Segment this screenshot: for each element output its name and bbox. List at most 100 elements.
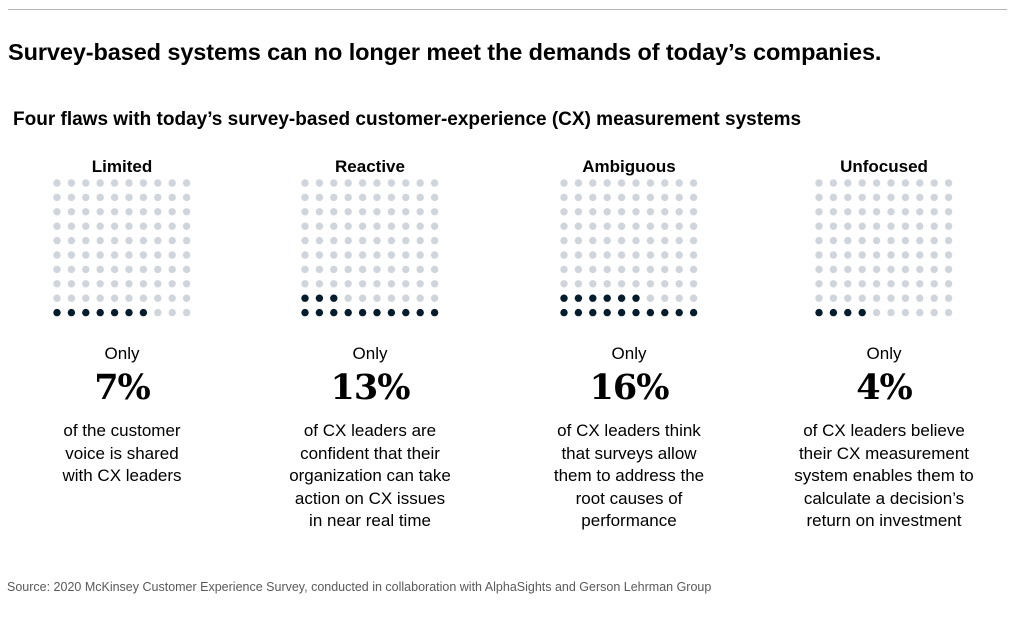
empty-dot [344,251,352,259]
empty-dot [858,280,866,288]
filled-dot [373,308,381,317]
empty-dot [887,265,895,274]
empty-dot [661,251,669,259]
empty-dot [901,236,910,245]
empty-dot [689,280,698,288]
empty-dot [930,280,938,288]
empty-dot [661,280,669,288]
filled-dot [574,308,583,317]
filled-dot [574,294,583,302]
empty-dot [373,265,381,274]
description-line: of CX leaders believe [803,421,965,440]
empty-dot [829,251,838,259]
only-label: Only [866,344,902,363]
empty-dot [815,179,823,187]
empty-dot [560,193,568,202]
empty-dot [67,208,76,216]
empty-dot [315,280,324,288]
empty-dot [416,193,424,202]
empty-dot [617,193,626,202]
empty-dot [402,265,410,274]
empty-dot [675,222,683,230]
empty-dot [154,193,162,202]
only-label: Only [104,344,140,363]
empty-dot [67,294,76,302]
empty-dot [815,251,823,259]
empty-dot [110,208,119,216]
filled-dot [387,308,396,317]
filled-dot [53,308,61,317]
filled-dot [330,308,338,317]
filled-dot [675,308,683,317]
empty-dot [901,294,910,302]
empty-dot [574,222,583,230]
empty-dot [344,236,352,245]
filled-dot [589,308,597,317]
empty-dot [675,208,683,216]
empty-dot [589,280,597,288]
panel-description: of CX leaders are confident that their o… [265,420,475,533]
empty-dot [632,251,640,259]
source-note: Source: 2020 McKinsey Customer Experienc… [7,580,712,594]
empty-dot [887,179,895,187]
description-line: that surveys allow [561,443,697,463]
empty-dot [646,236,655,245]
empty-dot [574,280,583,288]
empty-dot [589,179,597,187]
panel-limited: Limited Only 7% of the customer voice is… [17,156,227,485]
empty-dot [930,265,938,274]
empty-dot [603,193,611,202]
empty-dot [916,236,924,245]
empty-dot [416,236,424,245]
empty-dot [154,236,162,245]
empty-dot [829,280,838,288]
empty-dot [887,208,895,216]
empty-dot [402,294,410,302]
empty-dot [53,222,61,230]
empty-dot [416,179,424,187]
empty-dot [387,222,396,230]
empty-dot [154,251,162,259]
empty-dot [344,294,352,302]
filled-dot [301,308,309,317]
filled-dot [110,308,119,317]
empty-dot [96,179,104,187]
empty-dot [330,251,338,259]
empty-dot [661,236,669,245]
filled-dot [82,308,90,317]
empty-dot [617,265,626,274]
empty-dot [358,193,367,202]
empty-dot [675,193,683,202]
panel-description: of CX leaders think that surveys allow t… [524,420,734,533]
panel-label: Limited [91,157,153,176]
empty-dot [829,294,838,302]
filled-dot [844,308,852,317]
filled-dot [617,294,626,302]
empty-dot [358,222,367,230]
description-line: of the customer [63,421,181,440]
empty-dot [96,193,104,202]
empty-dot [430,251,439,259]
filled-dot [646,308,655,317]
empty-dot [930,308,938,317]
empty-dot [944,208,953,216]
empty-dot [67,193,76,202]
empty-dot [887,294,895,302]
empty-dot [603,280,611,288]
empty-dot [815,294,823,302]
filled-dot [330,294,338,302]
description-line: root causes of [575,488,683,508]
empty-dot [358,265,367,274]
empty-dot [387,251,396,259]
empty-dot [301,265,309,274]
empty-dot [402,208,410,216]
empty-dot [815,265,823,274]
empty-dot [154,222,162,230]
filled-dot [603,294,611,302]
empty-dot [574,265,583,274]
empty-dot [603,236,611,245]
empty-dot [301,280,309,288]
empty-dot [110,236,119,245]
empty-dot [617,280,626,288]
empty-dot [901,265,910,274]
